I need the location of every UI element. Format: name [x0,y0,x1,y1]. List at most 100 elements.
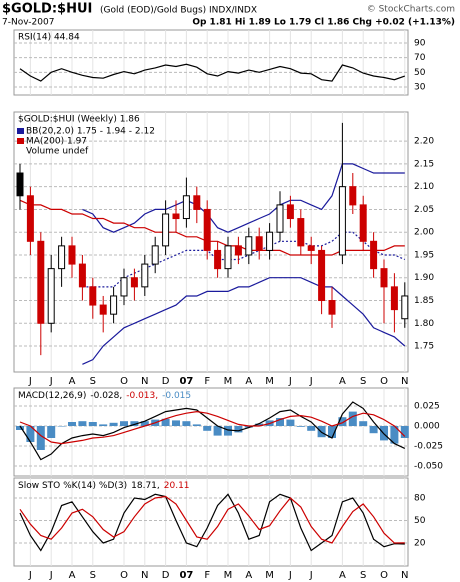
histogram-bar [338,417,347,426]
x-tick-label: O [120,376,128,387]
indicator-line [19,410,406,445]
panel-frame [13,387,409,477]
histogram-bar [390,426,399,444]
source: © StockCharts.com [367,5,455,15]
histogram-bar [120,421,128,426]
y-tick-label: 90 [414,38,426,48]
x-tick-label: N [401,570,408,581]
x-tick-label: J [49,376,53,387]
x-tick-label: S [90,376,96,387]
y-tick-label: 1.75 [414,342,434,352]
candle-body [214,249,222,270]
histogram-bar [244,426,253,428]
panel-legend: MACD(12,26,9) -0.028, -0.013, -0.015 [18,391,191,401]
x-tick-label: N [141,570,148,581]
histogram-bar [78,421,87,426]
histogram-bar [359,421,368,426]
x-tick-label: J [309,570,313,581]
x-tick-label: N [141,376,148,387]
indicator-line [82,163,405,233]
y-tick-label: -0.025 [414,442,443,452]
histogram-bar [172,420,180,426]
x-tick-label: A [69,570,76,581]
candle-body [245,236,253,256]
histogram-bar [213,426,222,436]
x-tick-label: M [224,570,233,581]
panel-frame [13,29,409,96]
legend-entry: MA(200) 1.97 [26,137,87,147]
histogram-bar [224,426,232,436]
candle-body [151,245,159,265]
x-tick-label: J [288,376,292,387]
y-tick-label: 80 [414,494,426,504]
legend-entry: Volume undef [26,147,89,157]
histogram-bar [47,426,56,438]
legend-entry: BB(20,2.0) 1.75 - 1.94 - 2.12 [26,127,155,137]
candle-body [297,218,305,247]
indicator-line [19,401,406,461]
candle-body [110,295,118,315]
candle-body [328,300,336,315]
legend-entry: 20.11 [164,481,190,491]
candle-body [16,172,24,197]
candle-body [224,245,232,270]
y-tick-label: 2.15 [414,159,434,169]
x-tick-label: F [204,570,210,581]
candle-body [47,268,55,324]
x-tick-label: J [288,570,292,581]
candle-body [276,204,284,233]
x-tick-label: J [28,570,32,581]
y-tick-label: -0.050 [414,462,443,472]
candle-body [370,240,378,270]
x-tick-label: O [380,376,388,387]
histogram-bar [296,426,305,427]
x-tick-label: J [28,376,32,387]
y-tick-label: 50 [414,68,426,78]
legend-entry: -0.015 [162,391,191,401]
candle-body [182,195,190,220]
y-tick-label: 0.000 [414,422,440,432]
legend-swatch [17,128,24,134]
histogram-bar [16,426,24,430]
x-tick-label: 07 [179,376,193,387]
x-tick-label: F [204,376,210,387]
candle-body [26,195,34,242]
candle-body [349,186,357,206]
y-tick-label: 30 [414,83,426,93]
x-tick-label: M [265,376,274,387]
panel-frame [13,477,409,567]
x-tick-label: S [90,570,96,581]
y-tick-label: 2.00 [414,228,434,238]
histogram-bar [192,424,201,426]
panel-legend: Slow STO %K(14) %D(3) 18.71, 20.11 [18,481,190,491]
y-tick-label: 1.90 [414,273,434,283]
x-tick-label: A [245,376,252,387]
y-tick-label: 2.20 [414,137,434,147]
histogram-bar [307,426,316,431]
x-tick-label: A [339,570,346,581]
candle-body [99,304,107,315]
histogram-bar [203,426,212,431]
indicator-line [19,493,405,552]
panel-title: $GOLD:$HUI (Weekly) 1.86 [18,115,140,125]
x-tick-label: S [360,570,366,581]
histogram-bar [348,411,357,426]
candle-body [338,186,346,256]
histogram-bar [328,426,336,438]
candle-body [307,245,315,251]
candle-body [203,208,211,251]
quote: Op 1.81 Hi 1.89 Lo 1.79 Cl 1.86 Chg +0.0… [192,18,455,28]
x-tick-label: J [49,570,53,581]
legend-entry: -0.028, [90,391,122,401]
candle-body [318,249,326,302]
candle-body [68,245,76,265]
histogram-bar [57,426,66,427]
histogram-bar [369,426,378,434]
candle-body [401,295,409,320]
candle-body [78,263,86,288]
panel-title: RSI(14) 44.84 [18,33,80,43]
candle-body [162,213,170,247]
histogram-bar [276,418,284,426]
x-tick-label: A [69,376,76,387]
histogram-bar [182,421,191,426]
